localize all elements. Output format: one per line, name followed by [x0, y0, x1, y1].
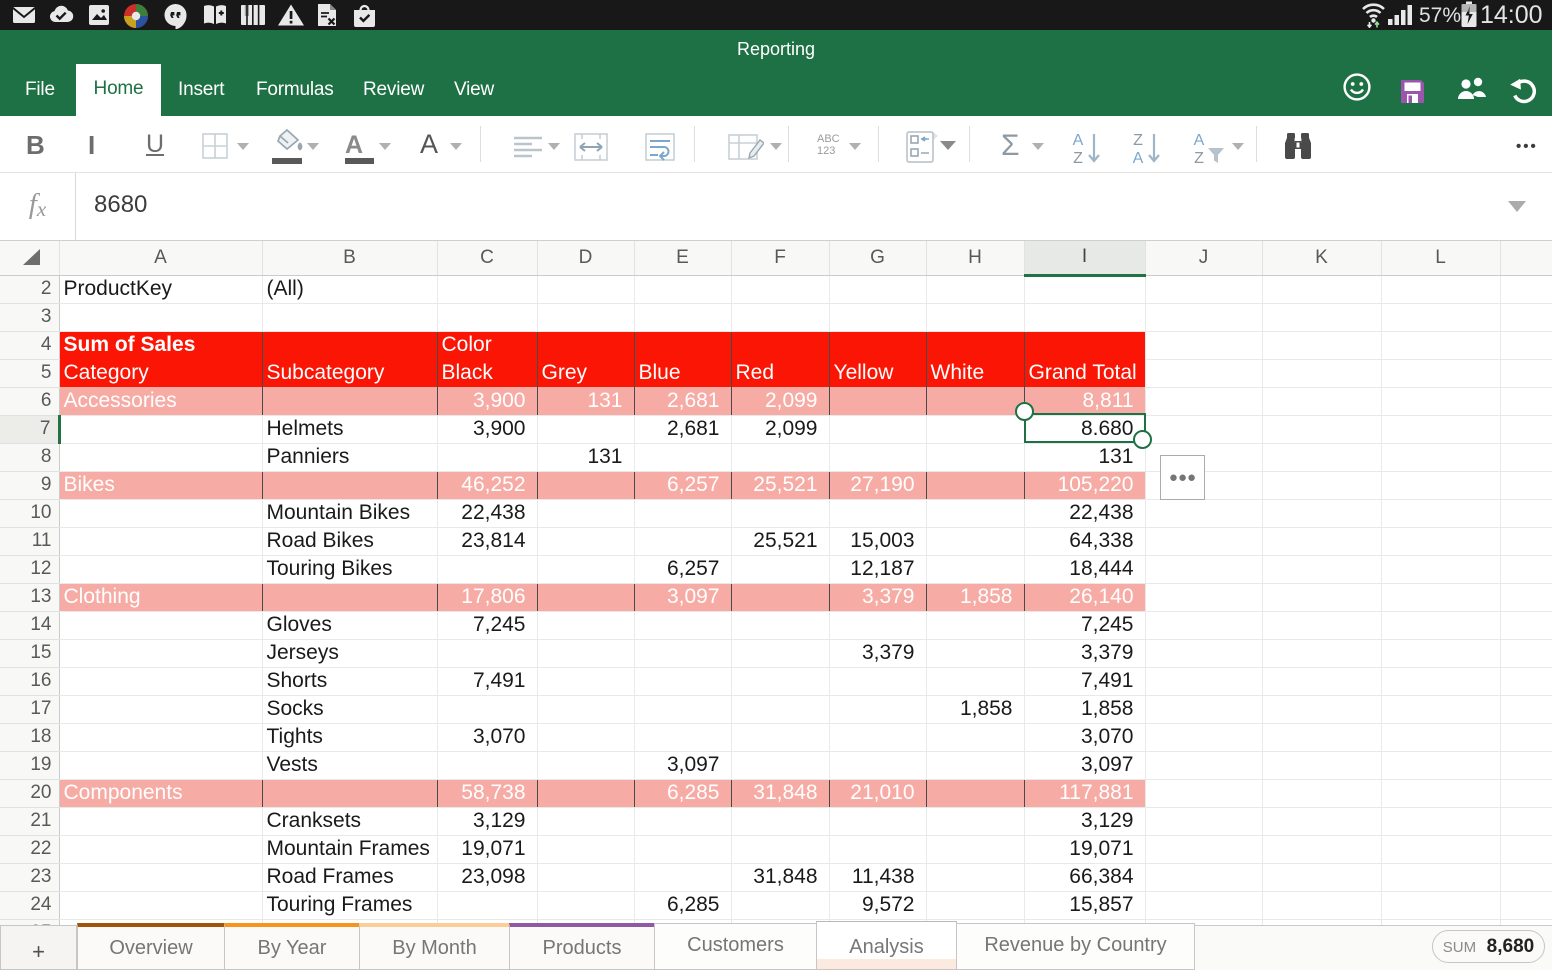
svg-text:A: A: [1073, 132, 1084, 149]
svg-text:Z: Z: [1073, 150, 1083, 166]
svg-text:A: A: [1194, 132, 1205, 149]
svg-text:Z: Z: [1133, 132, 1143, 149]
svg-text:Z: Z: [1194, 150, 1204, 166]
svg-text:A: A: [1133, 150, 1144, 166]
